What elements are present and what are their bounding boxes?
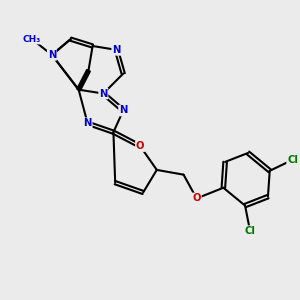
Text: Cl: Cl bbox=[287, 155, 298, 165]
Text: O: O bbox=[192, 194, 201, 203]
Text: N: N bbox=[83, 118, 92, 128]
Text: N: N bbox=[48, 50, 56, 60]
Text: N: N bbox=[99, 88, 107, 98]
Text: CH₃: CH₃ bbox=[23, 35, 41, 44]
Text: N: N bbox=[112, 45, 121, 55]
Text: N: N bbox=[119, 106, 128, 116]
Text: O: O bbox=[136, 141, 144, 151]
Text: Cl: Cl bbox=[245, 226, 256, 236]
